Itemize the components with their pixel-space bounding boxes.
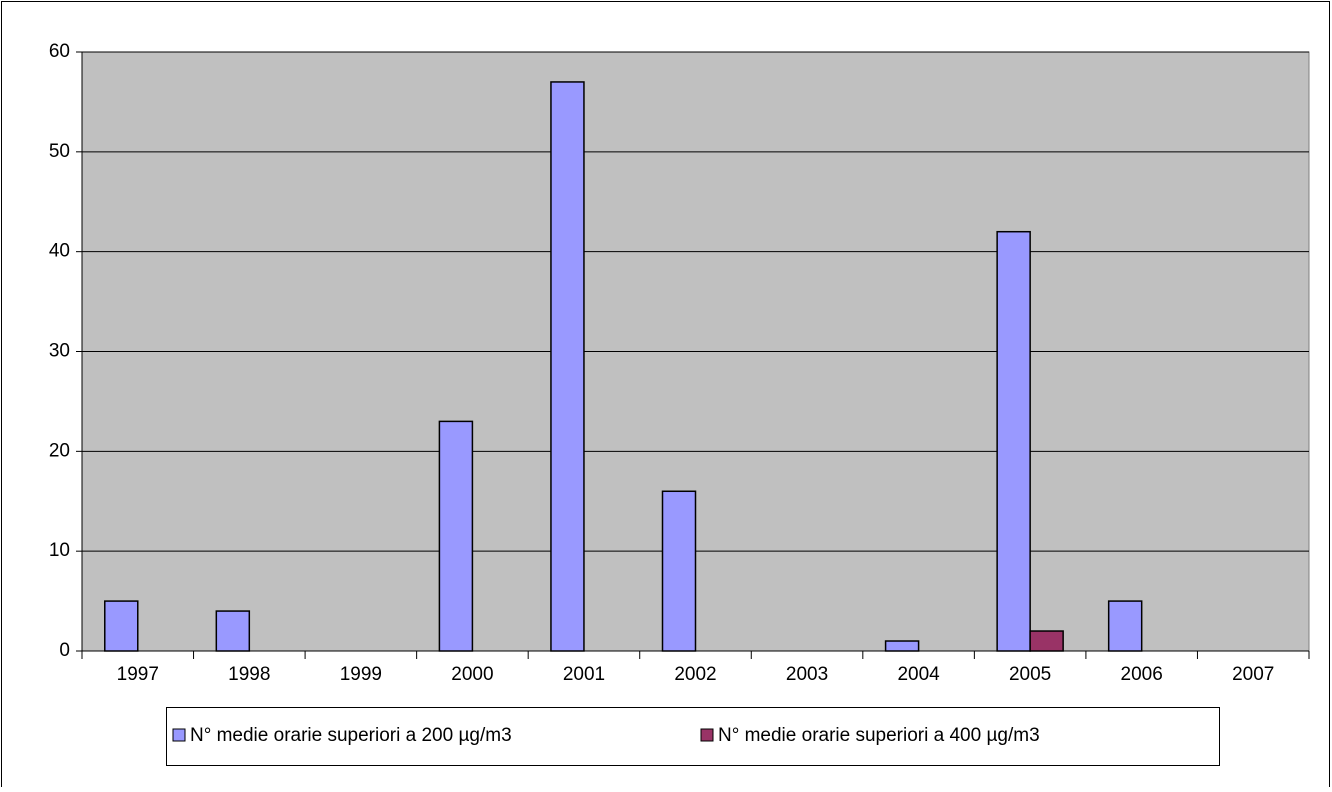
y-tick-label: 30 [49,341,70,362]
y-tick-label: 0 [59,640,70,661]
y-tick-label: 40 [49,241,70,262]
bar [550,81,585,652]
bar [104,600,139,652]
x-tick-label: 2002 [674,664,716,685]
x-tick-label: 1999 [340,664,382,685]
x-tick-label: 1998 [228,664,270,685]
x-tick-label: 2003 [786,664,828,685]
y-tick-label: 50 [49,141,70,162]
legend-box [166,707,1220,766]
y-tick-label: 60 [49,41,70,62]
x-tick-label: 2000 [451,664,493,685]
legend-swatch [700,728,714,742]
bar [215,610,251,652]
legend-label: N° medie orarie superiori a 400 µg/m3 [718,725,1040,746]
bar [996,230,1031,652]
x-tick-label: 2004 [897,664,940,685]
x-tick-label: 2007 [1232,664,1274,685]
legend-swatch [172,728,186,742]
bar [661,490,697,652]
x-tick-label: 2006 [1121,664,1163,685]
bar [884,640,920,652]
bar [1029,630,1064,652]
bar [438,420,474,652]
legend-label: N° medie orarie superiori a 200 µg/m3 [190,725,512,746]
y-tick-label: 10 [49,540,70,561]
bar [1107,600,1143,652]
x-tick-label: 2001 [563,664,605,685]
x-tick-label: 2005 [1009,664,1051,685]
x-tick-label: 1997 [117,664,159,685]
y-tick-label: 20 [49,440,70,461]
